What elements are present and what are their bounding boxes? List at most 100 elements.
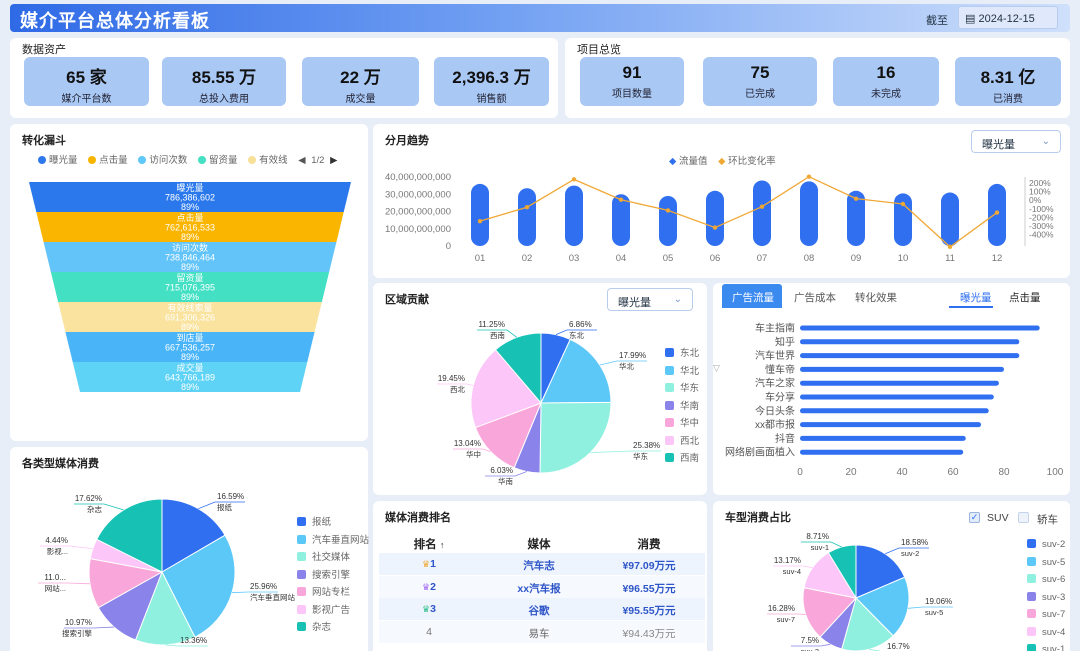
trend-point[interactable] <box>947 244 953 250</box>
suv-checkbox[interactable]: ✓ <box>969 512 980 523</box>
legend-item[interactable]: 西南 <box>665 450 699 468</box>
trend-point[interactable] <box>712 225 718 230</box>
funnel-stage[interactable] <box>50 272 330 302</box>
legend-item[interactable]: suv-5 <box>1027 556 1065 575</box>
ad-bar[interactable] <box>800 380 999 386</box>
legend-item[interactable]: 留资量 <box>208 155 238 166</box>
tab-ad-cost[interactable]: 广告成本 <box>794 292 836 304</box>
funnel-stage[interactable] <box>36 212 344 242</box>
ad-bar[interactable] <box>800 449 964 455</box>
pie-slice[interactable] <box>827 544 857 600</box>
sort-asc-icon[interactable]: ↑ <box>439 540 445 550</box>
table-row[interactable]: ♛1 汽车志 ¥97.09万元 <box>379 553 705 575</box>
funnel-stage[interactable] <box>58 302 322 332</box>
trend-bar[interactable] <box>941 192 959 246</box>
ad-bar[interactable] <box>800 325 1040 331</box>
filter-icon[interactable]: ▽ <box>713 363 720 373</box>
trend-bar[interactable] <box>894 193 912 246</box>
pie-slice[interactable] <box>161 498 226 573</box>
sedan-checkbox[interactable] <box>1018 512 1029 523</box>
trend-metric-select[interactable]: 曝光量 ⌄ <box>971 130 1061 153</box>
legend-prev-icon[interactable]: ◀ <box>298 155 306 166</box>
trend-point[interactable] <box>853 196 859 201</box>
funnel-stage[interactable] <box>72 362 308 392</box>
legend-item[interactable]: suv-3 <box>1027 591 1065 610</box>
legend-item[interactable]: 流量值 <box>678 156 708 167</box>
subtab-clicks[interactable]: 点击量 <box>1009 292 1041 304</box>
pie-slice[interactable] <box>539 401 612 474</box>
ad-bar[interactable] <box>800 422 982 428</box>
pie-slice[interactable] <box>470 349 542 429</box>
trend-point[interactable] <box>618 197 624 202</box>
legend-item[interactable]: 影视广告 <box>297 602 369 620</box>
legend-item[interactable]: 华中 <box>665 415 699 433</box>
legend-item[interactable]: 曝光量 <box>49 155 78 166</box>
trend-bar[interactable] <box>612 194 630 246</box>
trend-bar[interactable] <box>753 180 771 246</box>
pie-slice[interactable] <box>855 544 906 599</box>
legend-item[interactable]: 汽车垂直网站 <box>297 532 369 550</box>
pie-slice[interactable] <box>802 587 857 638</box>
trend-point[interactable] <box>759 204 765 209</box>
legend-item[interactable]: 杂志 <box>297 619 369 637</box>
legend-item[interactable]: 环比变化率 <box>728 156 776 167</box>
legend-item[interactable]: suv-7 <box>1027 609 1065 627</box>
legend-item[interactable]: 华北 <box>665 363 699 381</box>
legend-next-icon[interactable]: ▶ <box>330 155 338 166</box>
ad-bar[interactable] <box>800 435 966 441</box>
legend-item[interactable]: 华南 <box>665 398 699 416</box>
tab-conversion[interactable]: 转化效果 <box>855 292 897 304</box>
subtab-exposure[interactable]: 曝光量 <box>960 292 992 304</box>
trend-bar[interactable] <box>988 183 1006 246</box>
legend-item[interactable]: 东北 <box>665 345 699 363</box>
trend-point[interactable] <box>994 210 1000 215</box>
tab-ad-traffic[interactable]: 广告流量 <box>732 292 774 304</box>
pie-slice[interactable] <box>161 534 236 638</box>
trend-bar[interactable] <box>471 183 489 246</box>
legend-item[interactable]: suv-4 <box>1027 626 1065 645</box>
region-metric-select[interactable]: 曝光量 ⌄ <box>607 288 693 311</box>
funnel-stage[interactable] <box>43 242 337 272</box>
ad-bar[interactable] <box>800 353 1020 359</box>
ad-bar[interactable] <box>800 408 989 414</box>
table-row[interactable]: 4 易车 ¥94.43万元 <box>379 620 705 643</box>
funnel-stage[interactable] <box>65 332 315 362</box>
trend-point[interactable] <box>806 174 812 179</box>
funnel-stage[interactable] <box>29 182 351 212</box>
table-row[interactable]: ♛2 xx汽车报 ¥96.55万元 <box>379 575 705 598</box>
legend-item[interactable]: 报纸 <box>297 514 369 532</box>
trend-point[interactable] <box>477 218 483 224</box>
trend-bar[interactable] <box>565 185 583 246</box>
pie-slice[interactable] <box>855 576 910 637</box>
legend-item[interactable]: 有效线 <box>259 155 288 166</box>
legend-item[interactable]: suv-1 <box>1027 644 1065 651</box>
trend-point[interactable] <box>524 205 530 210</box>
legend-item[interactable]: 点击量 <box>99 155 128 166</box>
legend-item[interactable]: 网站专栏 <box>297 584 369 602</box>
ad-bar[interactable] <box>800 394 994 400</box>
legend-item[interactable]: suv-6 <box>1027 574 1065 592</box>
legend-item[interactable]: 西北 <box>665 433 699 451</box>
col-rank[interactable]: 排名 ↑ <box>399 536 459 552</box>
pie-slice[interactable] <box>474 402 542 469</box>
ad-bar[interactable] <box>800 366 1004 372</box>
trend-bar[interactable] <box>800 181 818 246</box>
pie-slice[interactable] <box>134 570 196 646</box>
legend-item[interactable]: 华东 <box>665 380 699 398</box>
trend-bar[interactable] <box>847 190 865 246</box>
pie-slice[interactable] <box>494 332 542 405</box>
pie-slice[interactable] <box>96 498 163 573</box>
ad-bar[interactable] <box>800 339 1020 345</box>
trend-point[interactable] <box>571 177 577 182</box>
table-row[interactable]: ♛3 谷歌 ¥95.55万元 <box>379 598 705 620</box>
legend-item[interactable]: 社交媒体 <box>297 549 369 567</box>
trend-bar[interactable] <box>518 188 536 246</box>
date-picker[interactable]: ▤ 2024-12-15 <box>958 6 1058 29</box>
trend-point[interactable] <box>665 208 671 213</box>
legend-item[interactable]: 访问次数 <box>149 155 188 166</box>
pie-slice[interactable] <box>540 338 612 404</box>
legend-item[interactable]: suv-2 <box>1027 539 1065 557</box>
trend-point[interactable] <box>900 201 906 207</box>
trend-bar[interactable] <box>659 195 677 246</box>
trend-bar[interactable] <box>706 190 724 246</box>
